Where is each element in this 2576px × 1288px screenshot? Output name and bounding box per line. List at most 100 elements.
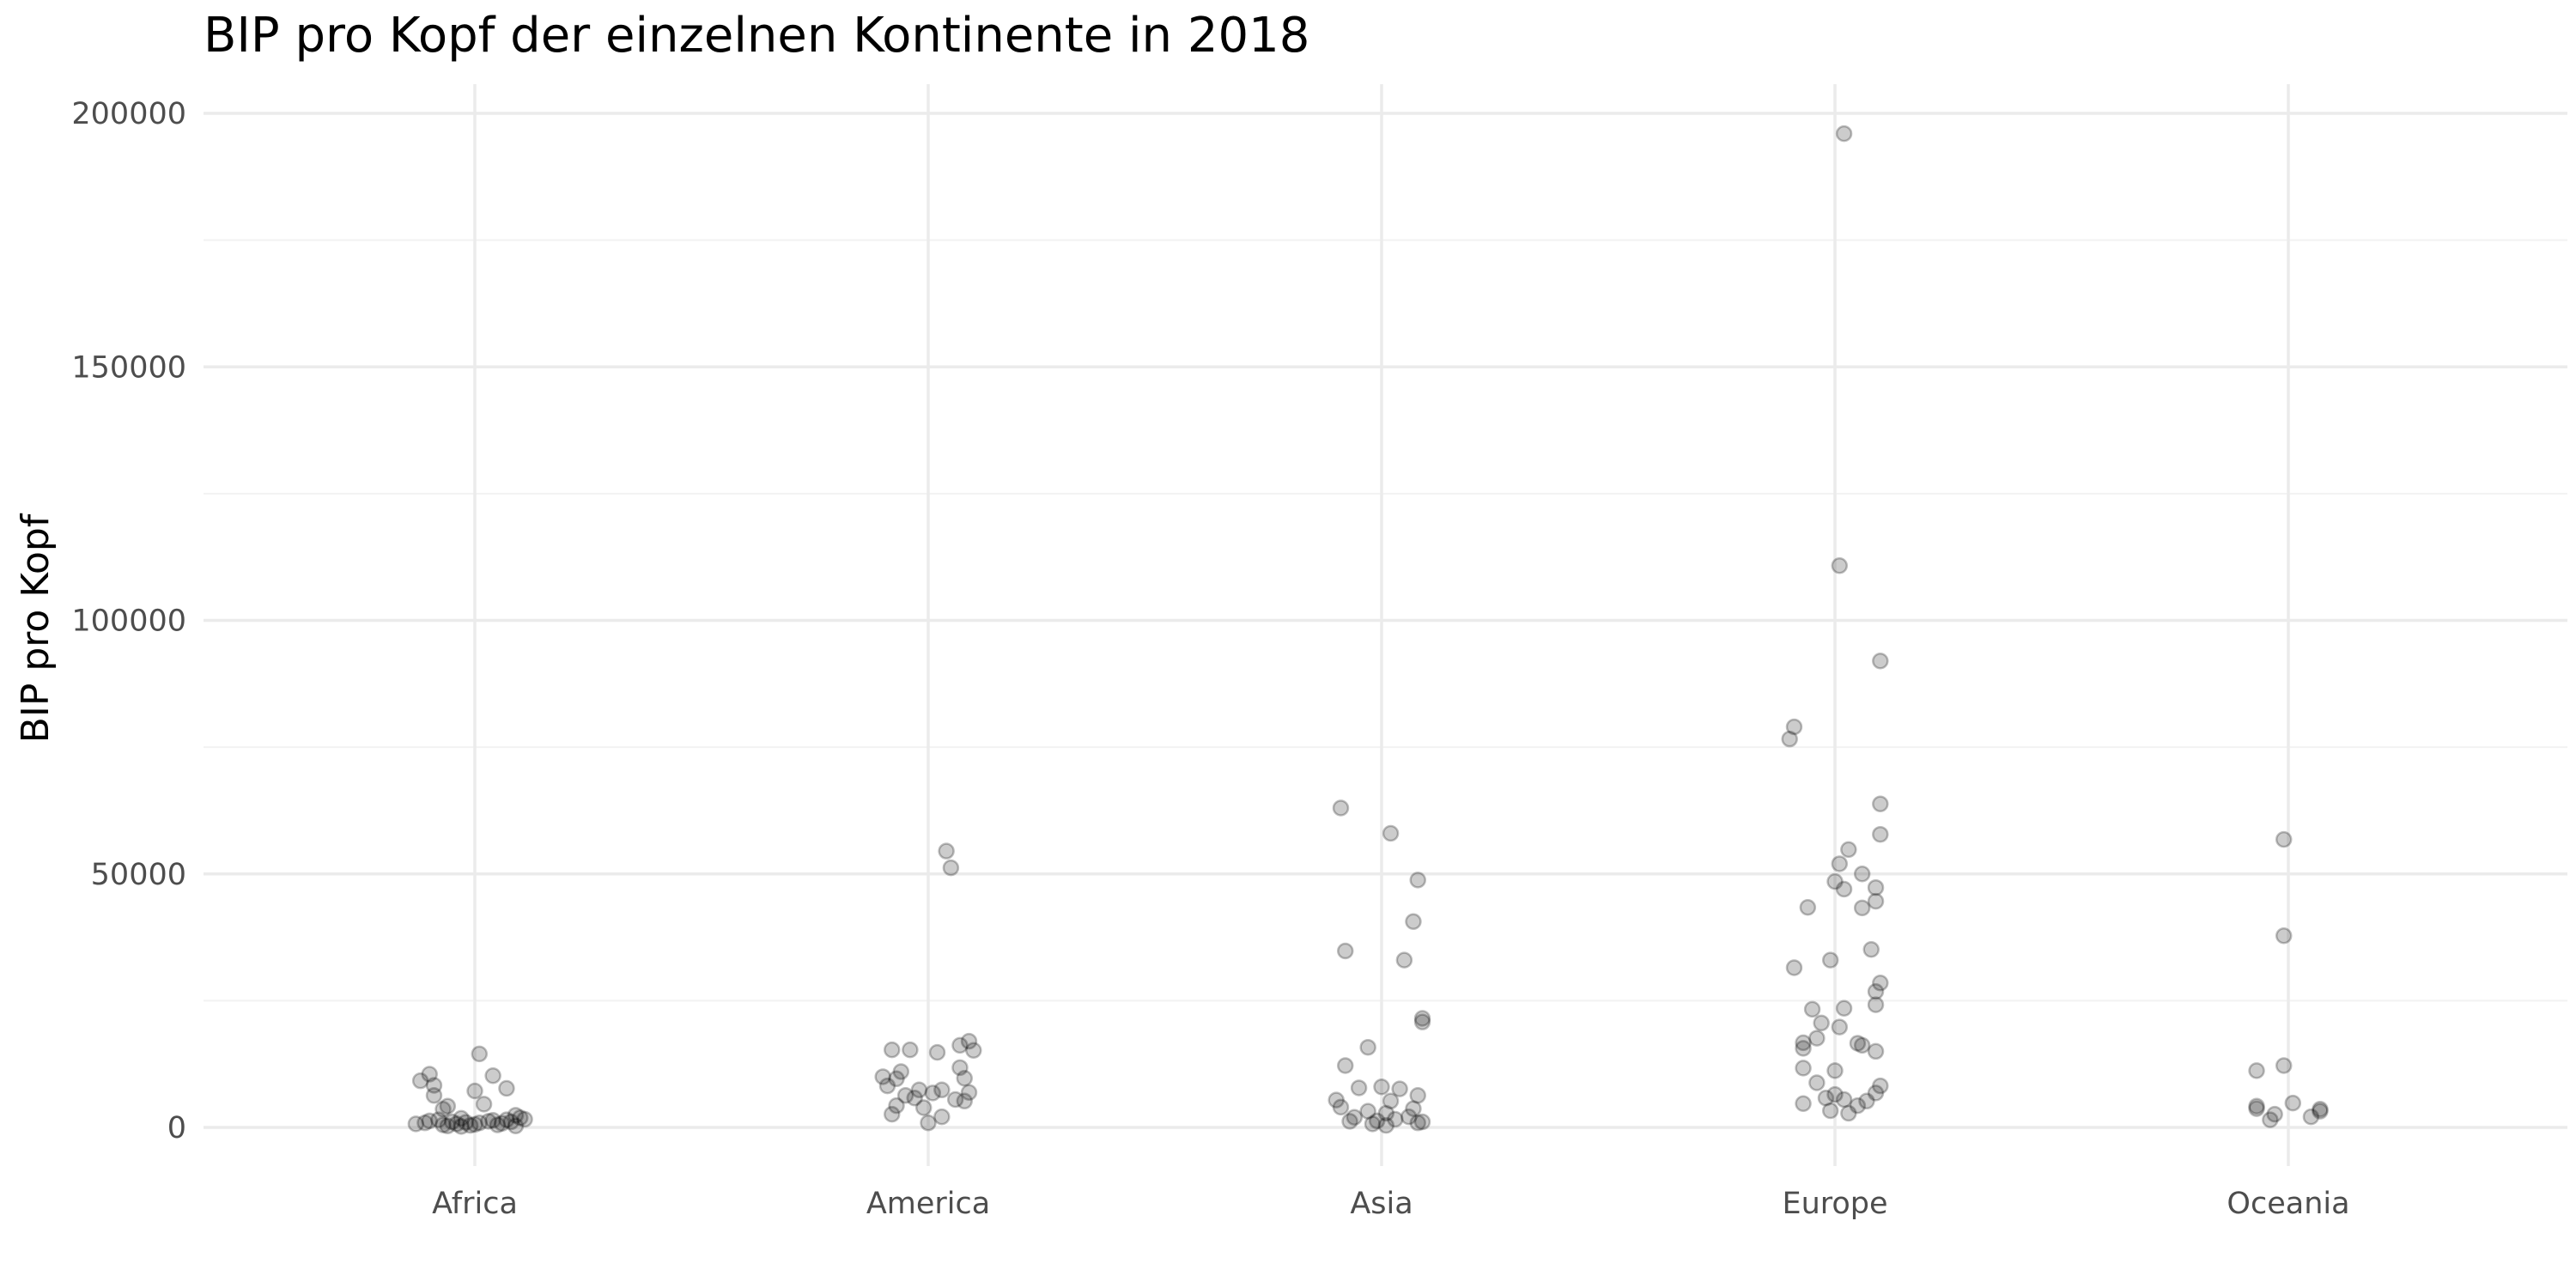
data-point [1409,1114,1426,1132]
data-point [928,1043,946,1061]
data-point [453,1109,470,1127]
data-point [1327,1091,1345,1109]
data-points [407,125,2329,1135]
data-point [1785,959,1803,976]
data-point [1785,718,1803,736]
data-point [933,1081,951,1099]
data-point [2275,927,2293,945]
data-point [960,1084,978,1102]
data-point [906,1090,923,1107]
x-tick-label: Oceania [2227,1187,2349,1221]
data-point [421,1112,438,1130]
data-point [411,1072,429,1090]
data-point [1368,1112,1386,1130]
data-point [1867,1084,1885,1102]
data-point [956,1069,973,1087]
data-point [920,1114,937,1132]
data-point [507,1117,525,1134]
data-point [1337,942,1354,960]
data-point [471,1114,489,1132]
y-tick-label: 100000 [71,605,186,639]
x-tick-label: Asia [1350,1187,1413,1221]
data-point [1831,556,1849,574]
data-point [1808,1074,1826,1091]
x-tick-label: Europe [1782,1187,1887,1221]
data-point [484,1111,501,1129]
data-point [1395,951,1413,969]
data-point [960,1032,978,1050]
data-point [1826,872,1844,890]
data-point [2248,1097,2265,1115]
data-point [1391,1080,1408,1097]
data-point [1359,1103,1376,1120]
data-point [1835,1091,1853,1109]
x-tick-label: America [866,1187,990,1221]
data-point [1795,1060,1812,1077]
data-point [471,1045,489,1063]
data-point [1808,1030,1826,1047]
data-point [951,1059,969,1077]
data-point [1867,878,1885,896]
data-point [1795,1034,1812,1052]
data-point [507,1107,525,1124]
data-point [1826,1062,1844,1079]
data-point [439,1097,457,1115]
data-point [878,1077,896,1095]
data-point [434,1100,452,1118]
data-point [1382,1092,1400,1110]
data-point [421,1066,438,1083]
data-point [2312,1100,2329,1118]
data-point [453,1118,470,1135]
data-point [1867,982,1885,1000]
data-point [1853,899,1871,917]
data-point [1413,1013,1431,1030]
data-point [407,1115,425,1133]
data-point [1377,1116,1395,1134]
data-point [1831,855,1849,872]
data-point [484,1067,501,1084]
data-point [489,1116,507,1133]
data-point [910,1081,928,1099]
data-point [1835,999,1853,1017]
data-point [938,842,955,860]
data-point [888,1070,905,1088]
data-point [1413,1113,1431,1131]
data-point [1853,1036,1871,1054]
data-point [1364,1115,1382,1133]
data-point [2248,1100,2265,1117]
data-point [498,1079,515,1097]
data-point [1821,951,1839,969]
data-point [512,1109,529,1127]
data-point [2262,1111,2279,1128]
data-point [924,1084,942,1102]
data-point [1413,1010,1431,1027]
data-point [884,1105,901,1123]
data-point [1872,652,1889,670]
data-point [1862,940,1880,958]
data-point [416,1114,434,1132]
data-point [951,1036,969,1054]
data-point [1858,1092,1875,1110]
data-point [1835,880,1853,898]
data-point [502,1113,519,1131]
data-point [1377,1104,1395,1122]
data-point [896,1087,914,1104]
data-point [946,1091,964,1109]
data-point [1821,1102,1839,1120]
y-tick-label: 50000 [91,858,186,892]
data-point [1337,1057,1354,1074]
data-point [1867,892,1885,910]
data-point [888,1097,905,1115]
data-point [448,1115,465,1133]
data-point [884,1041,901,1059]
data-point [1400,1108,1418,1126]
data-point [2312,1103,2329,1120]
data-point [1350,1079,1368,1097]
y-tick-label: 0 [167,1111,186,1145]
major-gridlines [204,84,2567,1166]
data-point [1332,1098,1350,1116]
data-point [1346,1109,1364,1126]
data-point [1795,1095,1812,1112]
